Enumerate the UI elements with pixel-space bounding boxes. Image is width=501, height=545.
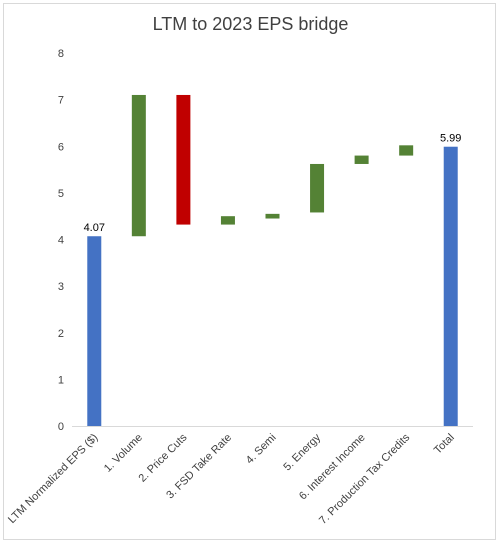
x-tick-label: LTM Normalized EPS ($): [6, 432, 100, 526]
bar-increase: [265, 213, 280, 219]
x-tick-label: Total: [432, 432, 457, 457]
bar-increase: [220, 216, 235, 225]
bar-decrease: [176, 94, 191, 225]
bar-total: [87, 236, 102, 426]
y-tick-label: 5: [58, 188, 64, 200]
x-tick-label: 7. Production Tax Credits: [317, 431, 413, 527]
chart-title: LTM to 2023 EPS bridge: [152, 14, 349, 34]
x-tick-label: 4. Semi: [244, 432, 279, 467]
bar-increase: [354, 155, 369, 164]
y-tick-label: 6: [58, 141, 64, 153]
data-label: 5.99: [440, 133, 461, 145]
bar-increase: [399, 145, 414, 156]
y-tick-label: 7: [58, 95, 64, 107]
chart-frame: [3, 3, 496, 540]
y-tick-label: 3: [58, 281, 64, 293]
y-tick-label: 0: [58, 421, 64, 433]
bar-increase: [131, 94, 146, 237]
y-tick-label: 4: [58, 235, 64, 247]
y-tick-label: 8: [58, 48, 64, 60]
data-label: 4.07: [84, 222, 105, 234]
x-tick-label: 1. Volume: [102, 432, 145, 475]
x-tick-label: 5. Energy: [281, 431, 323, 473]
y-tick-label: 2: [58, 328, 64, 340]
bar-increase: [310, 163, 325, 213]
bar-total: [443, 146, 458, 426]
y-tick-label: 1: [58, 374, 64, 386]
